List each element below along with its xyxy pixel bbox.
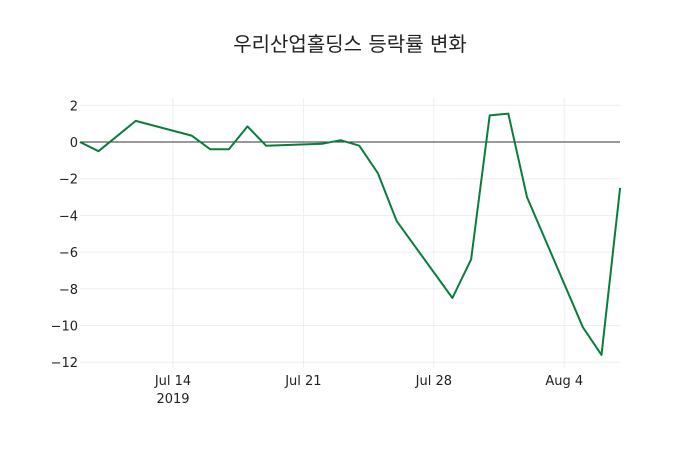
y-tick-label: −10 — [51, 320, 78, 335]
series-line — [79, 112, 622, 356]
y-tick-label: 2 — [70, 99, 78, 114]
x-tick-year-label: 2019 — [156, 392, 189, 407]
y-tick-label: 0 — [70, 136, 78, 151]
y-tick-label: −12 — [51, 356, 78, 371]
x-tick-label: Aug 4 — [545, 374, 583, 389]
y-tick-label: −6 — [59, 246, 78, 261]
x-tick-label: Jul 28 — [415, 374, 452, 389]
gridlines — [80, 98, 620, 368]
y-tick-label: −8 — [59, 283, 78, 298]
x-tick-label: Jul 14 — [154, 374, 191, 389]
y-axis: 2 0 −2 −4 −6 −8 −10 −12 — [51, 99, 78, 371]
y-tick-label: −4 — [59, 209, 78, 224]
x-axis: Jul 14 2019 Jul 21 Jul 28 Aug 4 — [154, 374, 583, 407]
chart-title: 우리산업홀딩스 등락률 변화 — [233, 32, 467, 56]
y-tick-label: −2 — [59, 173, 78, 188]
x-tick-label: Jul 21 — [284, 374, 321, 389]
